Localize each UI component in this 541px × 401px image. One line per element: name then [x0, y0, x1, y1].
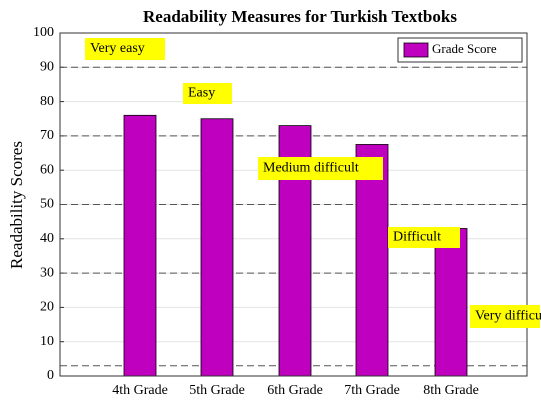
bar	[434, 228, 468, 377]
y-tick-label: 10	[40, 334, 54, 349]
annotation: Very easy	[90, 41, 145, 56]
y-tick-label: 70	[40, 128, 54, 143]
annotation: Difficult	[393, 230, 441, 245]
annotation: Medium difficult	[263, 161, 359, 176]
y-axis-label: Readability Scores	[7, 141, 26, 269]
bar	[123, 114, 157, 377]
y-tick-label: 30	[40, 265, 54, 280]
y-tick-label: 100	[33, 25, 54, 40]
y-tick-label: 80	[40, 94, 54, 109]
annotation-box	[85, 38, 165, 60]
bar	[355, 144, 389, 377]
x-tick-label: 4th Grade	[112, 383, 168, 398]
y-tick-label: 60	[40, 162, 54, 177]
y-tick-label: 50	[40, 197, 54, 212]
x-tick-label: 7th Grade	[344, 383, 400, 398]
annotation-box	[470, 305, 540, 328]
x-tick-label: 8th Grade	[423, 383, 479, 398]
y-tick-label: 0	[47, 368, 54, 383]
annotation: Very difficult	[475, 309, 541, 324]
x-tick-label: 5th Grade	[189, 383, 245, 398]
annotation-box	[258, 157, 383, 180]
legend-label: Grade Score	[432, 41, 497, 56]
annotation: Easy	[188, 86, 215, 101]
x-tick-label: 6th Grade	[267, 383, 323, 398]
legend-swatch	[403, 42, 429, 58]
bar	[200, 118, 234, 377]
y-tick-label: 20	[40, 300, 54, 315]
y-tick-label: 40	[40, 231, 54, 246]
y-tick-label: 90	[40, 60, 54, 75]
chart-title: Readability Measures for Turkish Textbok…	[143, 7, 457, 26]
plot-frame	[59, 32, 528, 377]
annotation-box	[388, 227, 460, 248]
annotation-box	[183, 83, 232, 104]
